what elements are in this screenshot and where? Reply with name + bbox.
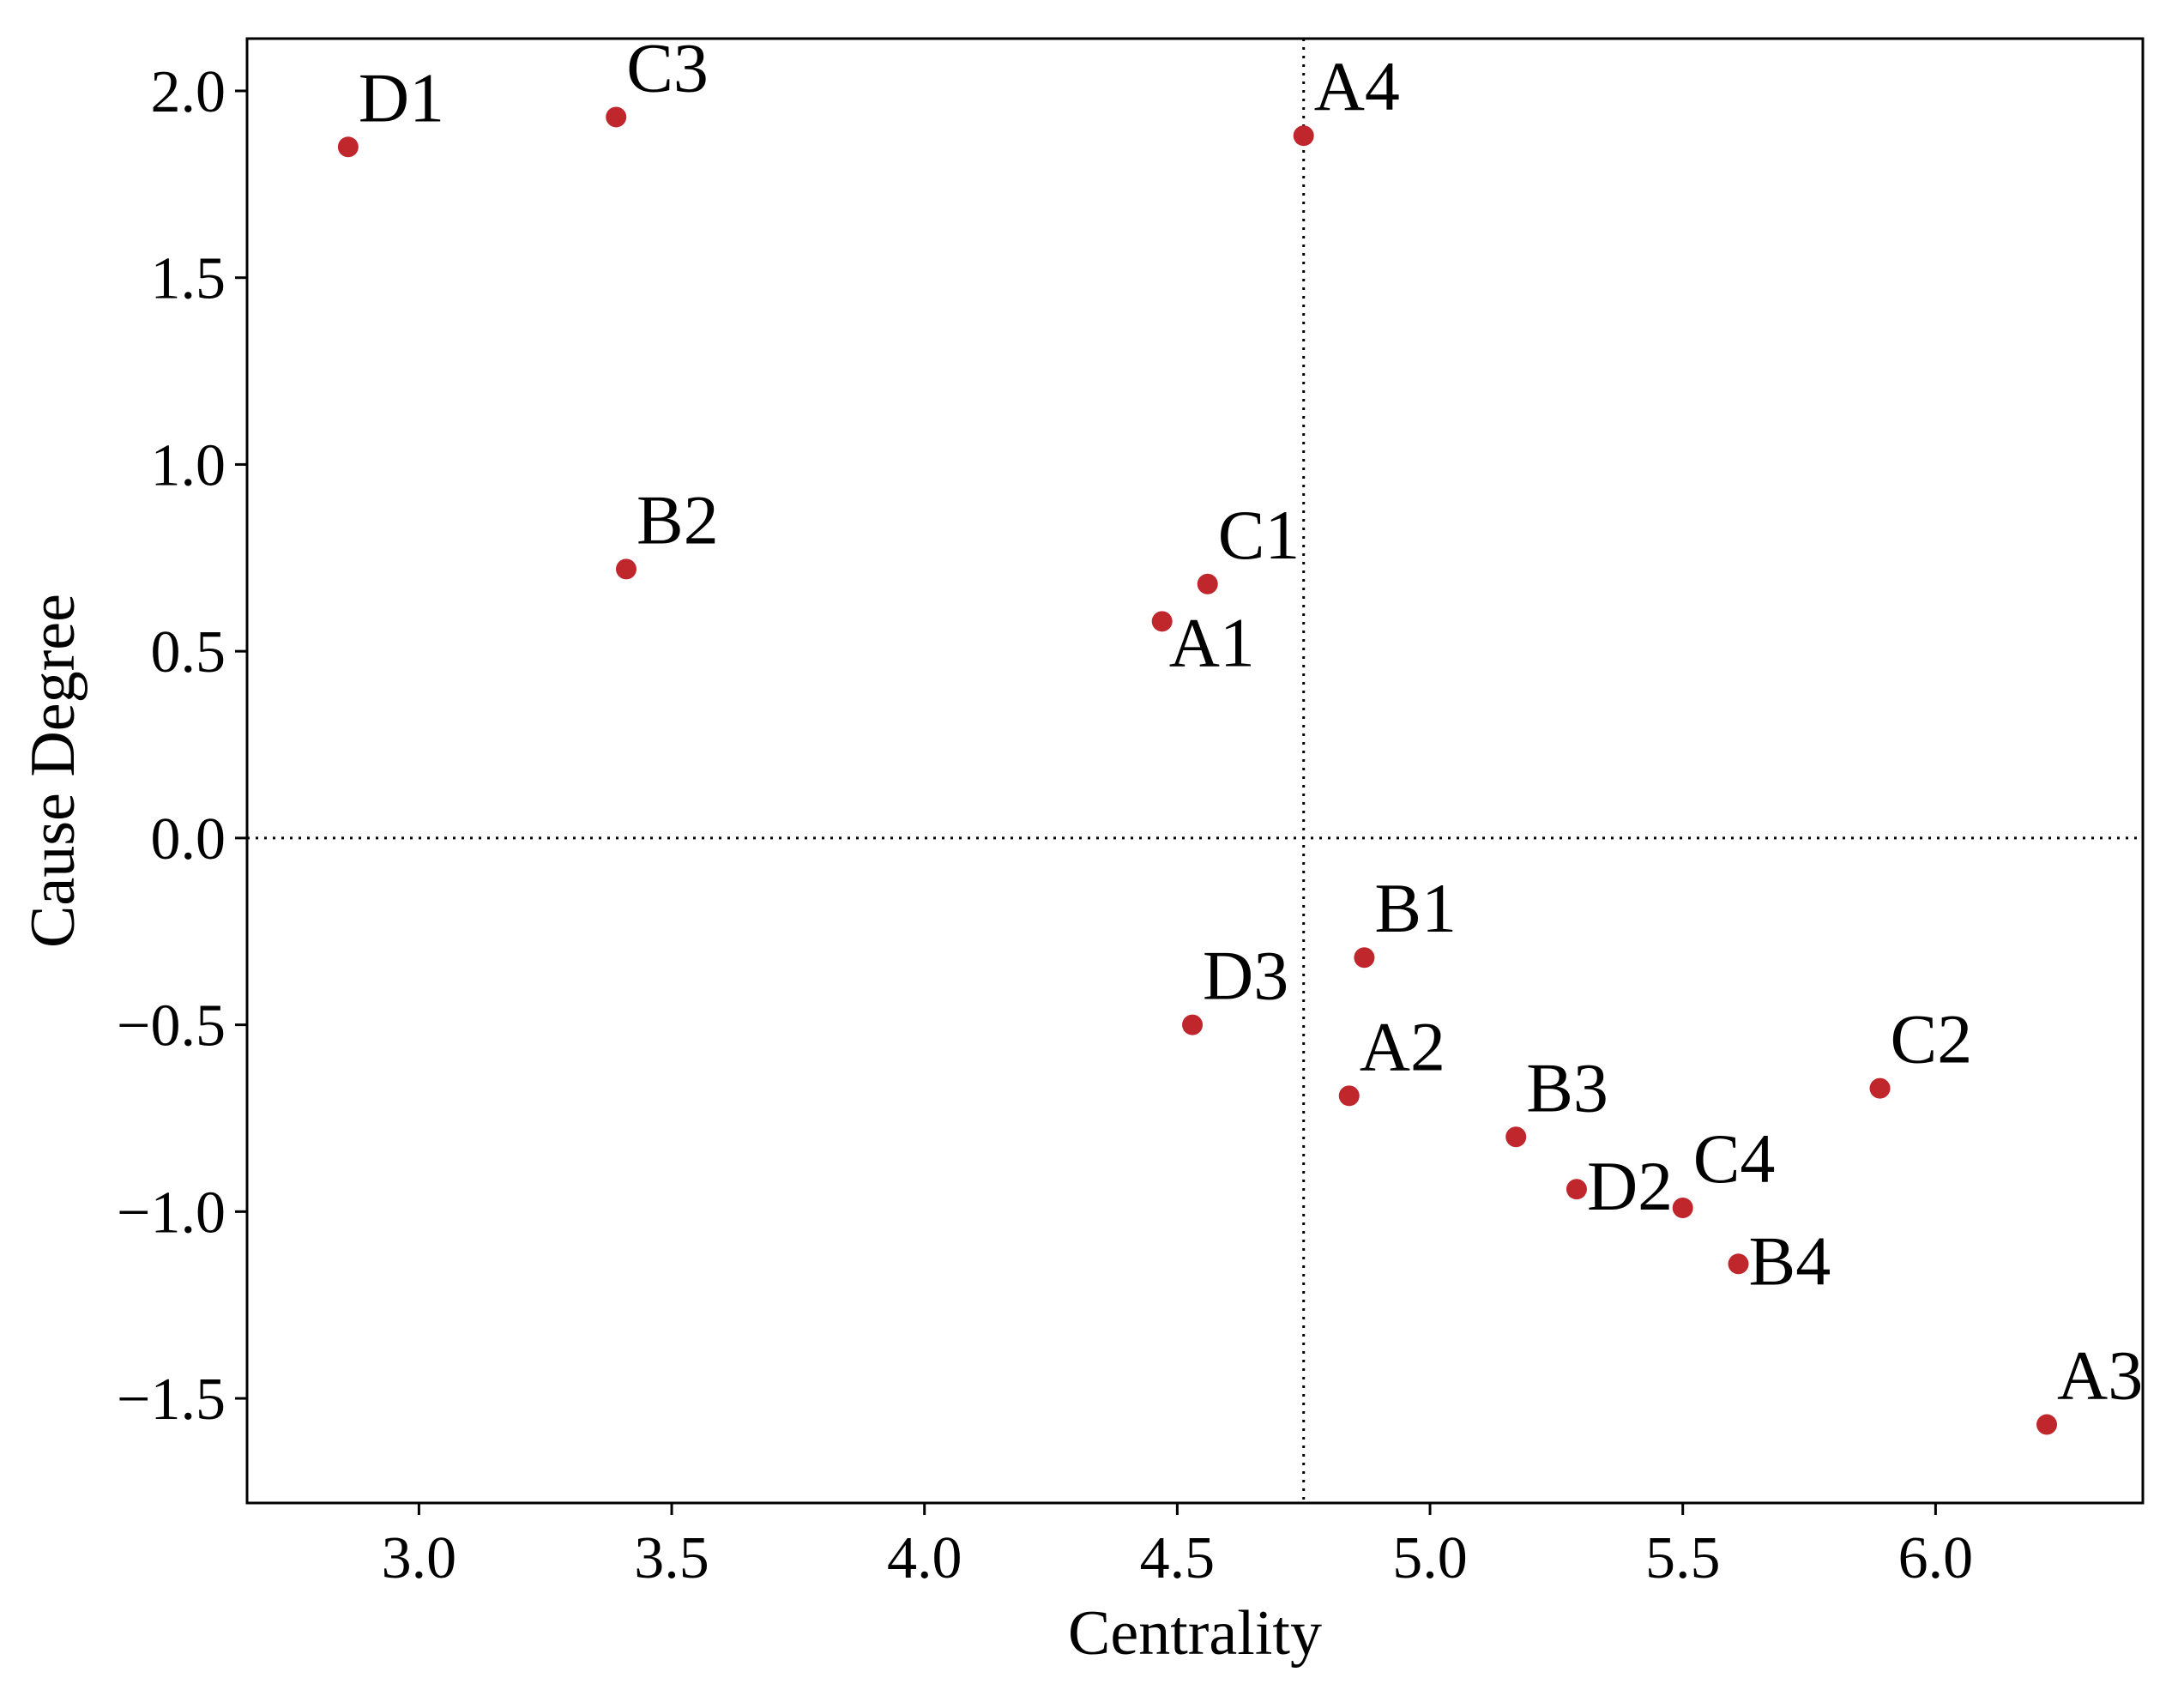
data-point	[616, 558, 636, 580]
data-point-label: B3	[1526, 1048, 1608, 1126]
y-axis-label: Cause Degree	[18, 594, 88, 948]
x-axis-ticks: 3.0 3.5 4.0 4.5 5.0 5.5 6.0	[382, 1503, 1974, 1591]
data-point-label: D1	[359, 58, 444, 136]
data-point-label: C3	[626, 28, 709, 106]
y-tick-label: 1.0	[151, 432, 226, 498]
data-point	[1293, 125, 1314, 147]
data-point	[1728, 1253, 1749, 1275]
x-tick-label: 5.0	[1392, 1525, 1468, 1591]
data-point-label: A4	[1314, 47, 1400, 125]
data-point	[1672, 1197, 1693, 1218]
x-tick-label: 6.0	[1898, 1525, 1974, 1591]
y-tick-label: 1.5	[151, 246, 226, 312]
data-point-label: D2	[1587, 1147, 1673, 1225]
data-point-label: A2	[1360, 1007, 1445, 1085]
data-point	[1566, 1179, 1587, 1200]
x-tick-label: 3.0	[382, 1525, 457, 1591]
data-point-label: D3	[1203, 937, 1288, 1015]
data-point	[2036, 1414, 2058, 1435]
x-tick-label: 4.0	[887, 1525, 962, 1591]
data-point	[1182, 1014, 1204, 1035]
y-tick-label: 2.0	[151, 59, 226, 125]
x-tick-label: 5.5	[1645, 1525, 1721, 1591]
data-point	[1354, 947, 1375, 969]
data-point-label: A3	[2057, 1337, 2143, 1415]
y-tick-label: 0.0	[151, 806, 226, 872]
data-point-label: C4	[1693, 1120, 1776, 1198]
x-tick-label: 3.5	[634, 1525, 709, 1591]
data-point-label: B4	[1749, 1222, 1831, 1300]
data-point	[1197, 573, 1218, 595]
data-point	[606, 106, 627, 128]
y-axis-ticks: 2.0 1.5 1.0 0.5 0.0 −0.5 −1.0 −1.5	[117, 59, 247, 1433]
data-point-label: B2	[636, 480, 719, 558]
data-point	[1151, 611, 1173, 632]
data-point	[1338, 1085, 1360, 1107]
plot-frame	[245, 37, 2145, 1505]
x-tick-label: 4.5	[1140, 1525, 1216, 1591]
data-point	[1869, 1077, 1891, 1099]
data-point	[1505, 1126, 1527, 1148]
data-point-label: C1	[1218, 496, 1300, 574]
y-tick-label: 0.5	[151, 619, 226, 685]
x-axis-label: Centrality	[1068, 1598, 1322, 1669]
data-point-label: A1	[1169, 603, 1255, 681]
data-point	[337, 136, 359, 158]
data-points: D1 C3 A4 B2 C1 A1 B1 D3 A2 B3 D2 C4 B4 C2 A3	[337, 28, 2143, 1435]
y-tick-label: −1.0	[117, 1180, 226, 1246]
y-tick-label: −0.5	[117, 993, 226, 1059]
y-tick-label: −1.5	[117, 1367, 226, 1433]
data-point-label: B1	[1374, 869, 1457, 947]
data-point-label: C2	[1891, 1000, 1973, 1078]
